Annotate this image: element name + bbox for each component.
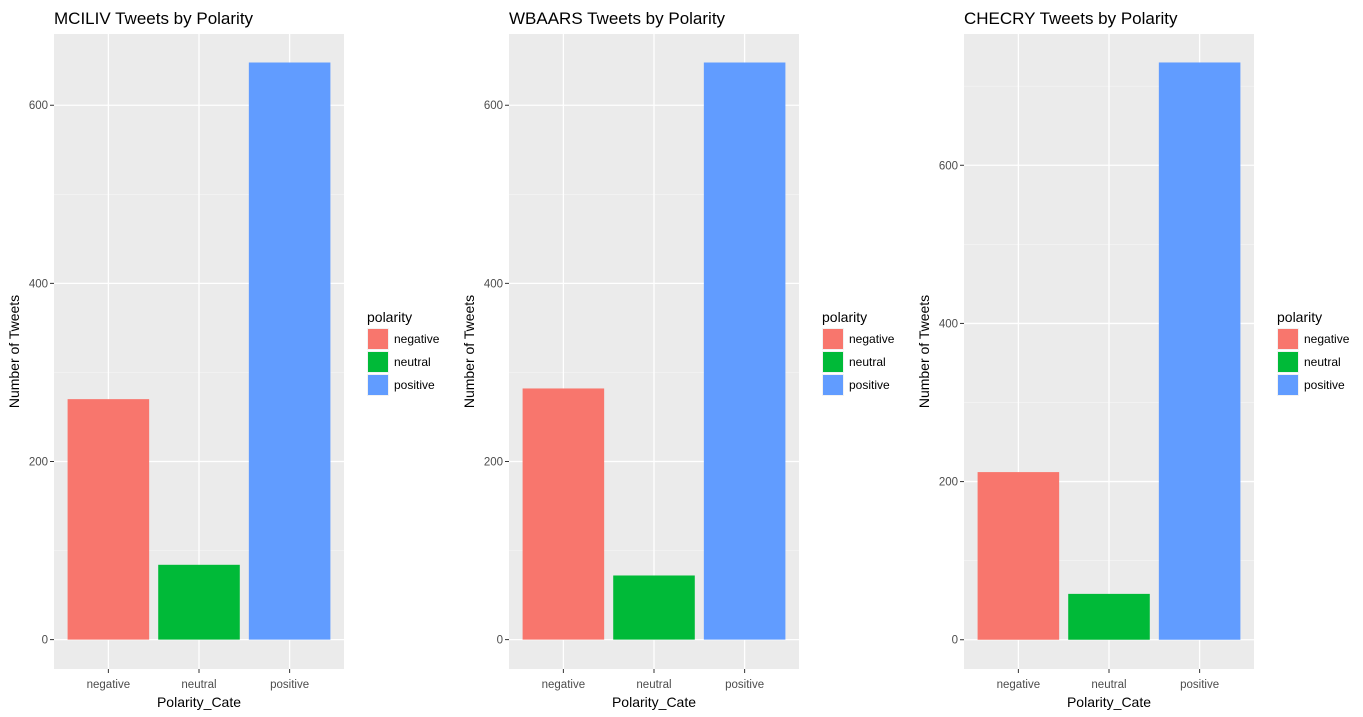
legend-label: negative <box>1304 332 1350 346</box>
chart-svg: 0 200 400 600 negative neutral positive WBAARS … <box>461 9 895 710</box>
bar-negative <box>67 399 150 640</box>
legend-label: neutral <box>394 355 431 369</box>
y-tick-label: 400 <box>484 278 503 290</box>
legend-label: positive <box>394 378 435 392</box>
x-tick-label: neutral <box>1091 679 1126 691</box>
legend-label: negative <box>394 332 440 346</box>
y-tick-label: 0 <box>42 635 48 647</box>
chart-title: WBAARS Tweets by Polarity <box>509 9 726 28</box>
bar-positive <box>248 62 331 640</box>
x-tick-label: positive <box>270 679 309 691</box>
chart-svg: 0 200 400 600 negative neutral positive MCILIV … <box>6 9 440 710</box>
legend: polarity negative neutral positive <box>1277 309 1350 396</box>
y-tick-label: 600 <box>484 100 503 112</box>
x-axis-title: Polarity_Cate <box>612 694 696 710</box>
legend-swatch-neutral <box>823 352 843 372</box>
legend-label: neutral <box>849 355 886 369</box>
chart-mciliv: 0 200 400 600 negative neutral positive MCILIV … <box>0 0 455 717</box>
legend-swatch-positive <box>1278 375 1298 395</box>
x-tick-label: negative <box>87 679 130 691</box>
legend-label: neutral <box>1304 355 1341 369</box>
bar-negative <box>977 472 1060 640</box>
x-axis-title: Polarity_Cate <box>157 694 241 710</box>
legend-label: positive <box>849 378 890 392</box>
bar-negative <box>522 388 605 640</box>
x-tick-label: neutral <box>181 679 216 691</box>
legend-title: polarity <box>822 309 867 325</box>
legend: polarity negative neutral positive <box>822 309 895 396</box>
legend-swatch-negative <box>1278 329 1298 349</box>
chart-checry: 0 200 400 600 negative neutral positive CHECRY … <box>910 0 1363 717</box>
x-tick-label: positive <box>1180 679 1219 691</box>
x-tick-label: negative <box>542 679 585 691</box>
x-tick-label: positive <box>725 679 764 691</box>
legend-swatch-negative <box>368 329 388 349</box>
legend-swatch-positive <box>368 375 388 395</box>
legend-title: polarity <box>1277 309 1322 325</box>
legend-title: polarity <box>367 309 412 325</box>
y-tick-label: 200 <box>29 456 48 468</box>
y-tick-label: 400 <box>939 318 958 330</box>
y-tick-label: 200 <box>939 477 958 489</box>
legend-swatch-neutral <box>368 352 388 372</box>
y-tick-label: 600 <box>939 160 958 172</box>
chart-svg: 0 200 400 600 negative neutral positive CHECRY … <box>916 9 1350 710</box>
y-tick-label: 600 <box>29 100 48 112</box>
y-axis-title: Number of Tweets <box>461 295 477 408</box>
x-tick-label: negative <box>997 679 1040 691</box>
legend-label: positive <box>1304 378 1345 392</box>
legend-label: negative <box>849 332 895 346</box>
y-tick-label: 400 <box>29 278 48 290</box>
bar-neutral <box>158 564 240 640</box>
y-tick-label: 0 <box>952 635 958 647</box>
y-tick-label: 0 <box>497 635 503 647</box>
bar-positive <box>1158 62 1241 640</box>
y-axis-title: Number of Tweets <box>6 295 22 408</box>
bar-neutral <box>1068 593 1150 640</box>
chart-wbaars: 0 200 400 600 negative neutral positive WBAARS … <box>455 0 910 717</box>
chart-title: CHECRY Tweets by Polarity <box>964 9 1178 28</box>
x-axis-title: Polarity_Cate <box>1067 694 1151 710</box>
bar-positive <box>703 62 786 640</box>
legend-swatch-negative <box>823 329 843 349</box>
x-tick-label: neutral <box>636 679 671 691</box>
legend: polarity negative neutral positive <box>367 309 440 396</box>
chart-title: MCILIV Tweets by Polarity <box>54 9 254 28</box>
legend-swatch-neutral <box>1278 352 1298 372</box>
y-axis-title: Number of Tweets <box>916 295 932 408</box>
bar-neutral <box>613 575 695 640</box>
y-tick-label: 200 <box>484 456 503 468</box>
legend-swatch-positive <box>823 375 843 395</box>
